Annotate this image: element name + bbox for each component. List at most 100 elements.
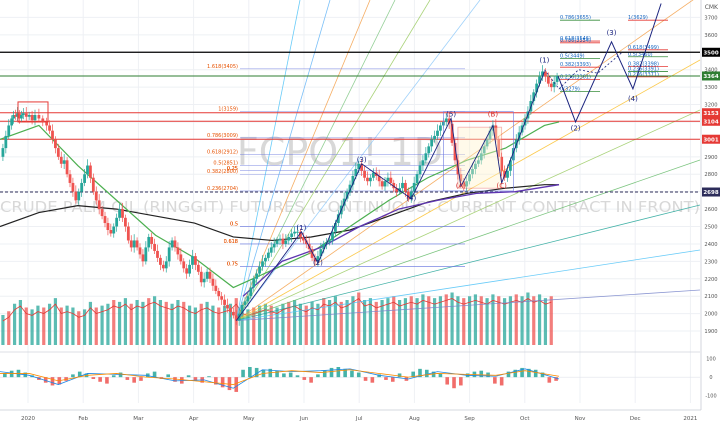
fib-level-label: 0.75 [227, 262, 238, 268]
oscillator-bar [303, 377, 307, 380]
wave-label: (4) [628, 95, 638, 103]
oscillator-bar [282, 373, 286, 377]
volume-bar [491, 294, 494, 345]
x-tick-label: Mar [133, 416, 144, 422]
candle-body [387, 178, 390, 181]
volume-bar [118, 302, 121, 345]
candle-body [22, 113, 25, 115]
price-tag-label: 2698 [703, 190, 718, 196]
candle-body [45, 122, 48, 125]
oscillator-bar [493, 377, 497, 383]
oscillator-bar [51, 377, 55, 385]
oscillator-bar [384, 377, 388, 380]
candle-body [229, 308, 232, 311]
candle-body [419, 166, 422, 175]
oscillator-bar [187, 375, 191, 377]
oscillator-bar [10, 371, 14, 377]
oscillator-bar [71, 374, 75, 377]
price-tag-label: 3001 [703, 137, 718, 143]
price-tag-label: 3364 [703, 74, 718, 80]
oscillator-bar [337, 367, 341, 377]
symbol-corner-label: CMK [705, 4, 719, 11]
candle-body [258, 267, 261, 274]
wave-label: (B) [488, 111, 499, 119]
y-tick-label: 2400 [704, 242, 717, 248]
candle-body [66, 160, 69, 174]
candle-body [57, 148, 60, 157]
candle-body [287, 237, 290, 240]
candle-body [72, 183, 75, 192]
candle-body [171, 240, 174, 247]
wave-label: (3) [357, 156, 367, 164]
volume-bar [509, 296, 512, 345]
candle-body [4, 136, 7, 148]
x-tick-label: Feb [78, 416, 88, 422]
volume-bar [550, 296, 553, 345]
candle-body [284, 240, 287, 243]
fib-right-label: 0.236(3371) [628, 72, 659, 78]
oscillator-bar [228, 377, 232, 390]
fib-level-label: 0.618(2912) [207, 150, 238, 156]
candle-body [28, 115, 31, 117]
fib-level-label: 1.618(3405) [207, 64, 238, 70]
y-tick-label: 2900 [704, 155, 717, 161]
oscillator-bar [548, 377, 552, 383]
candle-body [279, 239, 282, 241]
oscillator-bar [139, 377, 143, 381]
candle-body [115, 218, 118, 227]
volume-bar [445, 294, 448, 345]
oscillator-bar [364, 377, 368, 381]
volume-bar [363, 300, 366, 345]
y-tick-label: 3300 [704, 85, 717, 91]
fib-right-label: 0.236(3361) [560, 74, 591, 80]
candle-body [89, 166, 92, 178]
candle-body [363, 171, 366, 178]
x-tick-label: May [243, 416, 255, 422]
osc-tick-label: 0 [709, 375, 712, 381]
x-tick-label: Nov [575, 416, 586, 422]
volume-bar [480, 296, 483, 345]
x-tick-label: Apr [189, 416, 199, 422]
fib-level-label: 0.236(2704) [207, 186, 238, 192]
candle-body [273, 244, 276, 247]
candle-body [194, 256, 197, 265]
candle-body [282, 239, 285, 244]
candle-body [25, 113, 28, 116]
candle-body [177, 247, 180, 254]
candle-body [220, 296, 223, 299]
x-tick-label: 2020 [21, 416, 35, 422]
candle-body [150, 237, 153, 244]
candle-body [203, 279, 206, 282]
candle-body [109, 230, 112, 233]
candle-body [20, 115, 23, 118]
candle-body [223, 300, 226, 305]
oscillator-bar [391, 377, 395, 382]
candle-body [188, 265, 191, 274]
candle-body [98, 200, 101, 209]
volume-bar [83, 309, 86, 345]
volume-bar [485, 298, 488, 345]
volume-bar [468, 296, 471, 345]
wave-label: (2) [313, 259, 323, 267]
candle-body [439, 125, 442, 130]
candle-body [74, 192, 77, 201]
volume-bar [456, 296, 459, 345]
candle-body [101, 209, 104, 216]
candle-body [86, 166, 89, 175]
candle-body [41, 118, 44, 121]
volume-bar [538, 294, 541, 345]
candle-body [255, 274, 258, 279]
wave-label: (4) [406, 194, 416, 202]
oscillator-bar [459, 377, 463, 385]
wave-label: (5) [446, 111, 456, 119]
candle-body [107, 223, 110, 230]
y-tick-label: 3600 [704, 33, 717, 39]
candle-body [153, 244, 156, 251]
oscillator-bar [126, 377, 130, 380]
candle-body [2, 148, 5, 157]
candle-body [261, 261, 264, 266]
oscillator-bar [112, 375, 116, 377]
fib-level-label: 0.5 [230, 222, 238, 228]
fib-level-label: 0.25 [227, 166, 238, 172]
